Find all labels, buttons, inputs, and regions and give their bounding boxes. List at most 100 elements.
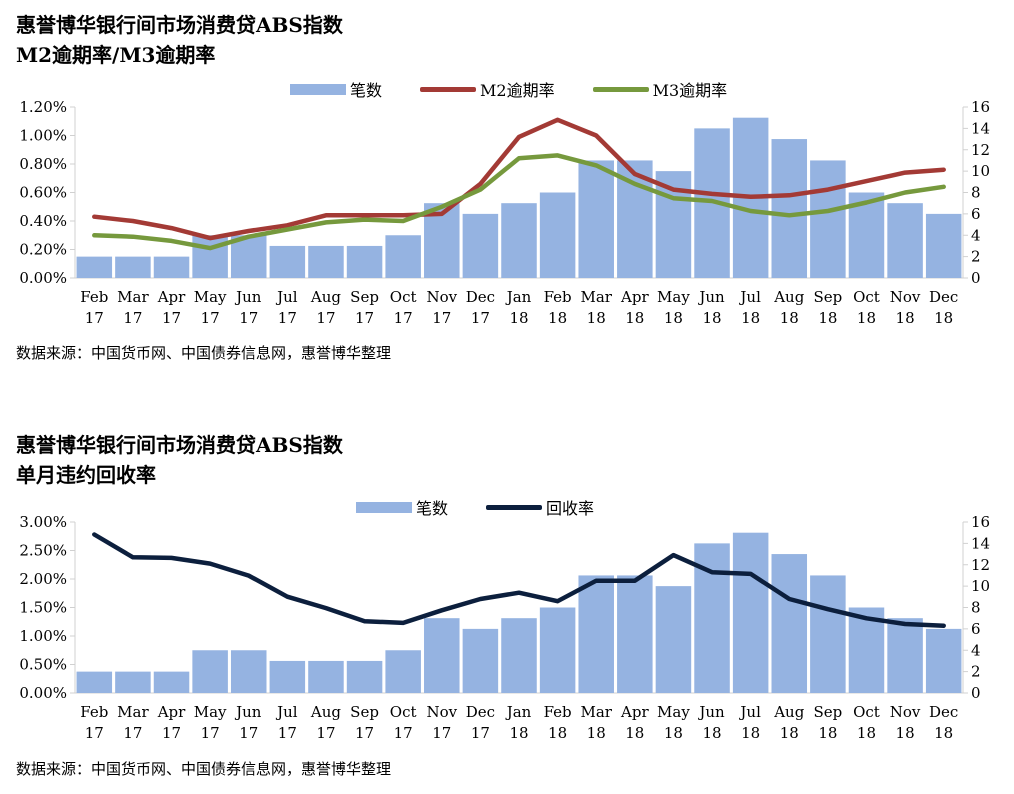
y-left-tick-label: 2.00% <box>19 570 67 588</box>
y-right-tick-label: 8 <box>971 184 981 202</box>
x-tick-label-year: 17 <box>278 309 297 327</box>
bar <box>539 192 576 278</box>
x-tick-label-month: Jun <box>234 703 262 721</box>
bar <box>462 628 499 693</box>
legend-item-m3: M3逾期率 <box>592 77 727 101</box>
x-tick-label-year: 18 <box>896 724 915 742</box>
y-right-tick-label: 6 <box>971 620 981 638</box>
x-tick-label-year: 17 <box>394 309 413 327</box>
x-tick-label-month: Jun <box>697 703 725 721</box>
x-tick-label-month: Feb <box>544 703 572 721</box>
legend-item-m2: M2逾期率 <box>420 77 555 101</box>
bar <box>192 650 228 693</box>
bar <box>76 256 113 278</box>
x-tick-label-year: 17 <box>123 724 142 742</box>
x-tick-label-year: 18 <box>664 309 683 327</box>
x-tick-label-month: Feb <box>544 288 572 306</box>
x-tick-label-month: Jul <box>275 703 298 721</box>
x-tick-label-month: Aug <box>310 703 341 721</box>
bar <box>501 618 537 693</box>
y-right-tick-label: 0 <box>971 269 981 287</box>
x-tick-label-month: Oct <box>853 703 880 721</box>
legend-item-bars: 笔数 <box>290 77 382 101</box>
y-right-tick-label: 12 <box>971 556 990 574</box>
y-left-tick-label: 0.40% <box>19 212 67 230</box>
x-tick-label-month: Nov <box>426 288 457 306</box>
chart-delinquency-svg: 0.00% 0.20% 0.40% 0.60% 0.80% 1.00% 1.20% 0 2 4 6 8… <box>19 98 990 327</box>
y-left-tick-label: 3.00% <box>19 513 67 531</box>
x-tick-label-month: Nov <box>890 288 921 306</box>
x-tick-label-year: 18 <box>934 309 953 327</box>
bar <box>925 213 962 278</box>
x-tick-label-month: Mar <box>580 288 612 306</box>
x-tick-label-month: Apr <box>157 288 186 306</box>
x-tick-label-year: 18 <box>741 309 760 327</box>
bar <box>655 586 692 693</box>
y-left-tick-label: 1.00% <box>19 127 67 145</box>
x-tick-label-year: 17 <box>355 724 374 742</box>
x-tick-label-month: Oct <box>390 288 417 306</box>
x-tick-label-year: 18 <box>509 724 528 742</box>
legend-label-bars: 笔数 <box>416 499 449 518</box>
x-tick-label-month: Jun <box>234 288 262 306</box>
x-tick-label-year: 18 <box>509 309 528 327</box>
x-tick-label-year: 18 <box>857 724 876 742</box>
x-tick-label-month: Feb <box>80 288 108 306</box>
bar <box>617 575 653 693</box>
x-tick-label-year: 17 <box>355 309 374 327</box>
bar <box>76 671 113 693</box>
x-tick-label-year: 18 <box>780 309 799 327</box>
bar <box>153 671 190 693</box>
x-tick-label-year: 17 <box>278 724 297 742</box>
x-tick-label-month: Apr <box>157 703 186 721</box>
x-tick-label-year: 17 <box>162 724 181 742</box>
x-tick-label-year: 18 <box>702 309 721 327</box>
x-tick-label-month: May <box>657 703 690 721</box>
chart-block-recovery: 惠誉博华银行间市场消费贷ABS指数 单月违约回收率 笔数 回收率 0.00% 0.… <box>0 420 1014 794</box>
x-tick-label-month: Jun <box>697 288 725 306</box>
y-left-tick-label: 1.50% <box>19 599 67 617</box>
chart-subtitle: M2逾期率/M3逾期率 <box>16 43 216 67</box>
y-right-tick-label: 14 <box>971 534 990 552</box>
y-left-tick-label: 0.60% <box>19 184 67 202</box>
x-tick-label-month: Jul <box>275 288 298 306</box>
bar <box>269 245 306 278</box>
y-left-tick-label: 2.50% <box>19 542 67 560</box>
bar <box>810 160 846 278</box>
bar <box>578 160 614 278</box>
x-tick-label-month: Mar <box>117 288 149 306</box>
y-left-tick-label: 1.20% <box>19 98 67 116</box>
legend-label-recovery: 回收率 <box>546 499 595 518</box>
x-tick-label-month: Jul <box>738 703 761 721</box>
x-tick-label-year: 18 <box>587 724 606 742</box>
x-tick-label-month: Dec <box>929 288 958 306</box>
x-tick-label-year: 17 <box>201 309 220 327</box>
x-tick-label-year: 17 <box>239 724 258 742</box>
x-tick-label-year: 17 <box>316 309 335 327</box>
x-tick-label-month: Mar <box>117 703 149 721</box>
bar <box>308 660 344 693</box>
bar <box>385 650 421 693</box>
bar <box>462 213 499 278</box>
x-tick-label-year: 18 <box>896 309 915 327</box>
chart-recovery-svg: 0.00% 0.50% 1.00% 1.50% 2.00% 2.50% 3.00% 0 2 4 6 8… <box>19 513 990 742</box>
x-tick-label-month: Feb <box>80 703 108 721</box>
x-tick-label-month: Oct <box>853 288 880 306</box>
y-right-tick-label: 10 <box>971 577 990 595</box>
y-left-tick-label: 1.00% <box>19 627 67 645</box>
legend-swatch-m2 <box>420 86 477 92</box>
series-line <box>92 532 946 628</box>
bar <box>578 575 614 693</box>
legend-swatch-bars <box>356 501 412 513</box>
bar <box>308 245 344 278</box>
y-right-tick-label: 4 <box>971 226 981 244</box>
bar <box>925 628 962 693</box>
chart-subtitle: 单月违约回收率 <box>16 463 156 487</box>
x-tick-label-year: 17 <box>471 309 490 327</box>
bar <box>385 235 421 278</box>
bar <box>424 618 460 693</box>
x-tick-label-year: 18 <box>548 309 567 327</box>
x-tick-label-year: 17 <box>162 309 181 327</box>
x-tick-label-month: Aug <box>310 288 341 306</box>
bar <box>346 660 383 693</box>
